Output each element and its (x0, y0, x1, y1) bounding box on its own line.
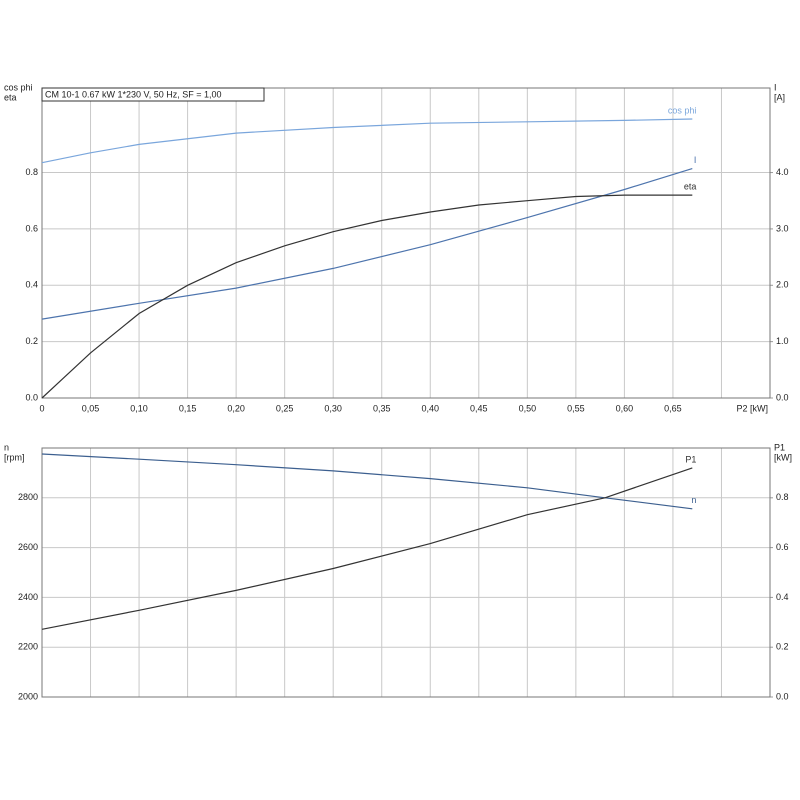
x-tick-label: 0,45 (470, 403, 488, 413)
x-tick-label: 0,65 (664, 403, 682, 413)
plot-frame (41, 87, 771, 399)
y-axis-label: [rpm] (4, 452, 25, 462)
x-tick-label: 0,25 (276, 403, 294, 413)
y2-tick-label: 3.0 (776, 223, 789, 233)
x-tick-label: 0,10 (130, 403, 148, 413)
y2-tick-label: 0.4 (776, 592, 789, 602)
x-tick-label: 0,05 (82, 403, 100, 413)
series-label: n (691, 495, 696, 505)
y2-tick-label: 4.0 (776, 167, 789, 177)
y2-axis-label: P1 (774, 442, 785, 452)
y-tick-label: 0.2 (25, 336, 38, 346)
series-label: eta (684, 181, 697, 191)
series-line (41, 194, 693, 399)
y-tick-label: 0.4 (25, 280, 38, 290)
series-line (41, 118, 693, 164)
x-tick-label: 0 (39, 403, 44, 413)
y-axis-label: cos phi (4, 82, 33, 92)
y-axis-label: n (4, 442, 9, 452)
x-tick-label: 0,40 (422, 403, 440, 413)
x-tick-label: 0,20 (227, 403, 245, 413)
y-tick-label: 2000 (18, 691, 38, 701)
x-tick-label: 0,30 (324, 403, 342, 413)
y2-tick-label: 0.8 (776, 492, 789, 502)
y-axis-label: eta (4, 92, 17, 102)
y2-tick-label: 2.0 (776, 280, 789, 290)
x-tick-label: 0,55 (567, 403, 585, 413)
series-label: cos phi (668, 105, 697, 115)
y-tick-label: 0.8 (25, 167, 38, 177)
x-tick-label: 0,15 (179, 403, 197, 413)
y2-tick-label: 0.2 (776, 642, 789, 652)
x-tick-label: 0,35 (373, 403, 391, 413)
series-line (41, 168, 693, 320)
series-line (41, 467, 693, 630)
y2-tick-label: 1.0 (776, 336, 789, 346)
x-tick-label: 0,60 (616, 403, 634, 413)
y-tick-label: 2600 (18, 542, 38, 552)
series-label: I (694, 155, 697, 165)
y-tick-label: 2800 (18, 492, 38, 502)
y2-tick-label: 0.6 (776, 542, 789, 552)
chart-title: CM 10-1 0.67 kW 1*230 V, 50 Hz, SF = 1,0… (45, 89, 222, 99)
y-tick-label: 2200 (18, 642, 38, 652)
y2-axis-label: I (774, 82, 777, 92)
y-tick-label: 0.0 (25, 392, 38, 402)
y-tick-label: 2400 (18, 592, 38, 602)
plot-frame (41, 447, 771, 698)
y-tick-label: 0.6 (25, 223, 38, 233)
y2-axis-label: [kW] (774, 452, 792, 462)
series-label: P1 (685, 454, 696, 464)
x-tick-label: 0,50 (519, 403, 537, 413)
y2-tick-label: 0.0 (776, 691, 789, 701)
series-line (41, 453, 693, 510)
x-axis-label: P2 [kW] (736, 403, 768, 413)
y2-axis-label: [A] (774, 92, 785, 102)
title-box (41, 87, 265, 102)
y2-tick-label: 0.0 (776, 392, 789, 402)
